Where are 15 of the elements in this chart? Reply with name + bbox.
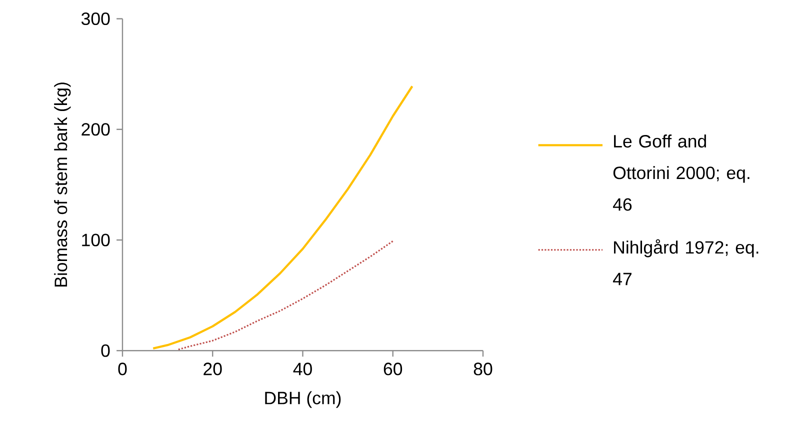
y-tick-label: 300 (81, 12, 110, 26)
legend-label: Le Goff and Ottorini 2000; eq. 46 (612, 134, 750, 212)
x-tick-label: 40 (293, 362, 312, 376)
x-tick-label: 80 (474, 362, 492, 376)
y-axis-title: Biomass of stem bark (kg) (54, 82, 71, 287)
y-tick-label: 0 (101, 344, 110, 358)
line-series (152, 85, 414, 350)
y-tick-label: 200 (82, 123, 110, 136)
y-tick-label: 100 (82, 234, 110, 247)
x-tick-label: 60 (384, 362, 402, 376)
x-axis-title: DBH (cm) (265, 392, 341, 408)
x-tick-label: 0 (118, 362, 127, 376)
legend-label: Nihlgård 1972; eq. 47 (612, 239, 758, 286)
line-series (178, 240, 394, 351)
x-tick-label: 20 (204, 362, 222, 376)
